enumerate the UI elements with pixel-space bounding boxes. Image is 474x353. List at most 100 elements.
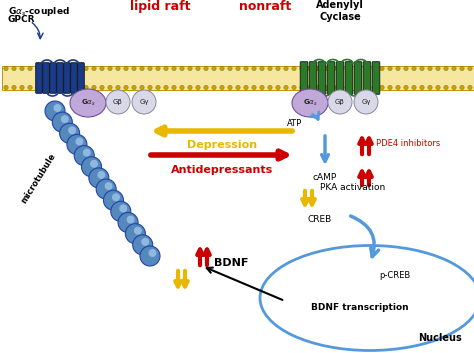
Circle shape xyxy=(204,85,208,90)
Circle shape xyxy=(252,66,256,71)
Circle shape xyxy=(404,85,408,90)
Circle shape xyxy=(372,85,376,90)
Circle shape xyxy=(134,227,142,235)
Circle shape xyxy=(244,66,248,71)
Circle shape xyxy=(36,66,40,71)
Text: PDE4 inhibitors: PDE4 inhibitors xyxy=(376,139,440,149)
Circle shape xyxy=(444,85,448,90)
Circle shape xyxy=(460,66,464,71)
Circle shape xyxy=(412,66,416,71)
Circle shape xyxy=(76,85,80,90)
Circle shape xyxy=(90,160,98,168)
Circle shape xyxy=(428,85,432,90)
Text: CREB: CREB xyxy=(308,215,332,224)
Circle shape xyxy=(452,85,456,90)
Circle shape xyxy=(45,101,65,121)
Circle shape xyxy=(308,66,312,71)
Circle shape xyxy=(244,85,248,90)
Circle shape xyxy=(396,85,400,90)
Circle shape xyxy=(308,85,312,90)
Circle shape xyxy=(96,179,116,199)
Circle shape xyxy=(4,85,8,90)
Circle shape xyxy=(172,85,176,90)
Circle shape xyxy=(268,66,272,71)
Text: Gβ: Gβ xyxy=(113,99,123,105)
Text: G$\alpha_s$-coupled: G$\alpha_s$-coupled xyxy=(8,5,70,18)
FancyBboxPatch shape xyxy=(318,62,326,94)
Circle shape xyxy=(380,85,384,90)
Circle shape xyxy=(61,115,69,123)
Circle shape xyxy=(364,66,368,71)
Circle shape xyxy=(76,66,80,71)
Circle shape xyxy=(460,85,464,90)
Circle shape xyxy=(340,85,344,90)
FancyBboxPatch shape xyxy=(300,62,308,94)
FancyBboxPatch shape xyxy=(57,63,64,93)
Ellipse shape xyxy=(260,245,474,351)
Circle shape xyxy=(452,66,456,71)
Text: G$\alpha_s$: G$\alpha_s$ xyxy=(81,98,95,108)
Circle shape xyxy=(316,85,320,90)
Circle shape xyxy=(164,66,168,71)
Circle shape xyxy=(108,85,112,90)
Circle shape xyxy=(89,168,109,188)
Circle shape xyxy=(75,137,83,145)
Ellipse shape xyxy=(292,89,328,117)
Text: Antidepressants: Antidepressants xyxy=(171,165,273,175)
Text: Depression: Depression xyxy=(187,140,257,150)
Circle shape xyxy=(220,85,224,90)
Circle shape xyxy=(188,85,192,90)
Circle shape xyxy=(196,66,200,71)
Circle shape xyxy=(156,66,160,71)
Text: cAMP: cAMP xyxy=(313,173,337,182)
Circle shape xyxy=(340,66,344,71)
Circle shape xyxy=(124,66,128,71)
Circle shape xyxy=(228,85,232,90)
Circle shape xyxy=(140,66,144,71)
Circle shape xyxy=(468,66,472,71)
Circle shape xyxy=(356,66,360,71)
Circle shape xyxy=(44,66,48,71)
Text: PKA activation: PKA activation xyxy=(320,184,385,192)
Text: ATP: ATP xyxy=(287,119,302,127)
Circle shape xyxy=(84,66,88,71)
Circle shape xyxy=(268,85,272,90)
Circle shape xyxy=(332,85,336,90)
Circle shape xyxy=(228,66,232,71)
Circle shape xyxy=(108,66,112,71)
Circle shape xyxy=(74,146,94,166)
Circle shape xyxy=(82,157,101,177)
Circle shape xyxy=(148,249,156,257)
Circle shape xyxy=(380,66,384,71)
Circle shape xyxy=(412,85,416,90)
Circle shape xyxy=(44,85,48,90)
Text: GPCR: GPCR xyxy=(8,15,36,24)
Circle shape xyxy=(148,66,152,71)
FancyBboxPatch shape xyxy=(71,63,77,93)
Circle shape xyxy=(100,66,104,71)
Circle shape xyxy=(276,85,280,90)
Circle shape xyxy=(112,193,120,201)
Circle shape xyxy=(140,85,144,90)
FancyBboxPatch shape xyxy=(345,62,353,94)
Circle shape xyxy=(220,66,224,71)
FancyBboxPatch shape xyxy=(372,62,380,94)
Circle shape xyxy=(328,90,352,114)
Circle shape xyxy=(172,66,176,71)
Circle shape xyxy=(20,85,24,90)
Circle shape xyxy=(141,238,149,246)
Circle shape xyxy=(212,85,216,90)
Circle shape xyxy=(67,134,87,155)
Circle shape xyxy=(428,66,432,71)
Circle shape xyxy=(106,90,130,114)
Circle shape xyxy=(119,204,128,213)
Circle shape xyxy=(28,66,32,71)
Circle shape xyxy=(236,66,240,71)
Text: lipid raft: lipid raft xyxy=(130,0,190,13)
FancyBboxPatch shape xyxy=(363,62,371,94)
Circle shape xyxy=(284,66,288,71)
Circle shape xyxy=(356,85,360,90)
Circle shape xyxy=(132,90,156,114)
Circle shape xyxy=(324,66,328,71)
Circle shape xyxy=(436,85,440,90)
